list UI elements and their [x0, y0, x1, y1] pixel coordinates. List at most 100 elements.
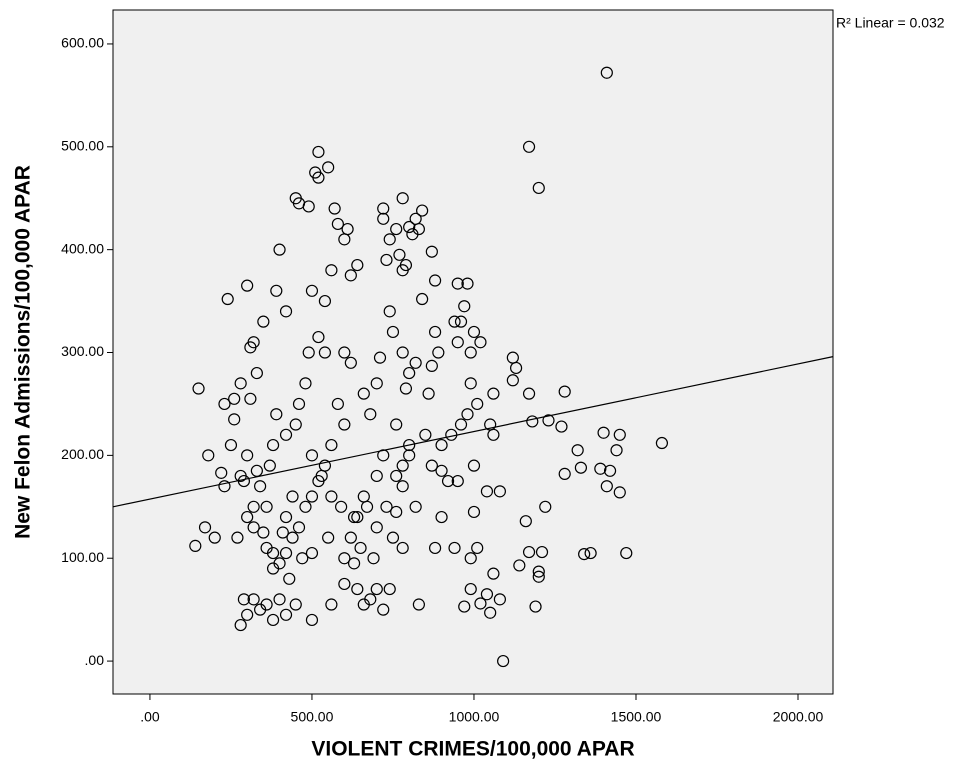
point: [522, 140, 536, 153]
point: [396, 346, 409, 359]
point: [286, 531, 299, 544]
point: [461, 277, 474, 290]
plot-area: [112, 9, 834, 695]
point: [292, 397, 306, 411]
point: [318, 346, 332, 359]
point: [198, 521, 212, 534]
point: [509, 361, 523, 375]
point: [584, 546, 597, 560]
point: [325, 264, 338, 277]
point: [409, 212, 422, 225]
point: [338, 577, 351, 591]
point: [305, 449, 319, 462]
point: [393, 248, 406, 261]
point: [409, 500, 422, 513]
point: [351, 582, 364, 596]
x-axis-title: VIOLENT CRIMES/100,000 APAR: [311, 738, 634, 761]
point: [448, 541, 461, 555]
point: [522, 545, 536, 559]
point: [241, 608, 254, 621]
point: [338, 552, 351, 565]
point: [535, 545, 549, 559]
point: [574, 461, 588, 474]
point: [396, 480, 409, 493]
point: [377, 603, 390, 616]
point: [454, 315, 468, 328]
point: [403, 366, 416, 380]
point: [338, 346, 351, 359]
point: [354, 541, 367, 555]
point: [344, 531, 357, 544]
point: [441, 474, 455, 488]
point: [600, 66, 613, 79]
point: [241, 279, 254, 292]
point: [325, 438, 338, 452]
point: [244, 392, 257, 405]
point: [435, 510, 448, 524]
point: [620, 546, 633, 560]
point: [451, 277, 464, 290]
point: [578, 548, 591, 561]
point: [279, 510, 293, 524]
point: [396, 264, 409, 277]
point: [360, 500, 374, 513]
point: [493, 485, 506, 498]
point: [403, 449, 416, 462]
point: [435, 438, 448, 452]
point: [279, 546, 293, 560]
point: [403, 220, 416, 234]
point: [497, 654, 510, 668]
point: [273, 243, 286, 256]
point: [305, 284, 319, 297]
point: [370, 377, 383, 390]
point: [467, 459, 481, 472]
y-tick-label: .00: [85, 652, 105, 668]
point: [247, 336, 260, 349]
point: [351, 258, 364, 272]
point: [347, 510, 361, 524]
point: [519, 515, 532, 528]
point: [425, 359, 438, 372]
point: [532, 181, 545, 195]
point: [370, 521, 383, 534]
point: [286, 490, 299, 503]
point: [357, 387, 370, 400]
point: [192, 382, 205, 395]
point: [487, 387, 500, 400]
point: [218, 480, 231, 493]
point: [474, 336, 487, 349]
y-tick-label: 100.00: [61, 549, 104, 565]
point: [260, 500, 273, 513]
x-tick-label: 1500.00: [611, 709, 662, 725]
point: [458, 600, 471, 613]
point: [338, 418, 351, 431]
point: [367, 552, 380, 565]
point: [539, 500, 552, 513]
point: [302, 200, 315, 213]
point: [318, 294, 332, 308]
point: [396, 192, 409, 205]
point: [380, 253, 393, 267]
point: [266, 438, 280, 452]
point: [526, 415, 539, 428]
point: [276, 526, 289, 539]
point: [234, 377, 247, 390]
point: [273, 593, 286, 606]
point: [228, 392, 241, 405]
point: [309, 166, 322, 179]
point: [260, 598, 273, 611]
point: [613, 428, 626, 441]
point: [594, 462, 607, 475]
point: [383, 233, 396, 246]
point: [364, 408, 377, 421]
point: [305, 546, 319, 560]
point: [370, 469, 383, 483]
point: [344, 356, 357, 369]
point: [425, 459, 438, 472]
point: [603, 464, 617, 477]
point: [419, 428, 432, 441]
point: [542, 414, 555, 427]
point: [234, 618, 247, 632]
point: [189, 539, 202, 552]
